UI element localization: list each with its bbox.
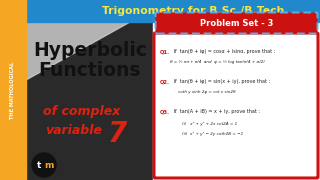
Bar [153,22,320,180]
Text: coth y sinh 2φ = cot x sin2θ: coth y sinh 2φ = cot x sin2θ [178,90,236,94]
Text: t: t [37,161,41,170]
Text: Trigonometry for B.Sc./B.Tech.: Trigonometry for B.Sc./B.Tech. [102,6,288,16]
Text: (ii)  x² + y² − 2y coth2B = −1: (ii) x² + y² − 2y coth2B = −1 [182,132,243,136]
Text: Q3.: Q3. [160,109,170,114]
Bar [0,0,26,180]
Text: Hyperbolic: Hyperbolic [33,40,147,60]
Text: 7: 7 [108,120,127,148]
Text: Problem Set - 3: Problem Set - 3 [200,19,273,28]
FancyBboxPatch shape [156,12,317,33]
Text: If  tan(θ + iφ) = sin(x + iy), prove that :: If tan(θ + iφ) = sin(x + iy), prove that… [172,80,270,84]
Circle shape [32,153,56,177]
Text: Q1.: Q1. [160,50,170,55]
Text: θ = ½ nπ + π/4  and  φ = ½ log tan(π/4 + α/2): θ = ½ nπ + π/4 and φ = ½ log tan(π/4 + α… [170,60,265,64]
Bar [0,0,320,22]
Text: of complex: of complex [43,105,121,118]
Text: If  tan(A + iB) = x + iy, prove that :: If tan(A + iB) = x + iy, prove that : [172,109,260,114]
Bar [26,22,153,180]
Text: If  tan(θ + iφ) = cosα + isinα, prove that :: If tan(θ + iφ) = cosα + isinα, prove tha… [172,50,275,55]
Text: Functions: Functions [39,60,141,80]
Polygon shape [26,22,130,80]
Text: THE MATHOLOGICAL: THE MATHOLOGICAL [11,61,15,119]
Text: m: m [44,161,54,170]
Text: Q2.: Q2. [160,80,170,84]
FancyBboxPatch shape [154,33,318,178]
Text: (i)   x² + y² + 2x cot2A = 1: (i) x² + y² + 2x cot2A = 1 [182,122,237,126]
Text: variable: variable [45,123,102,136]
